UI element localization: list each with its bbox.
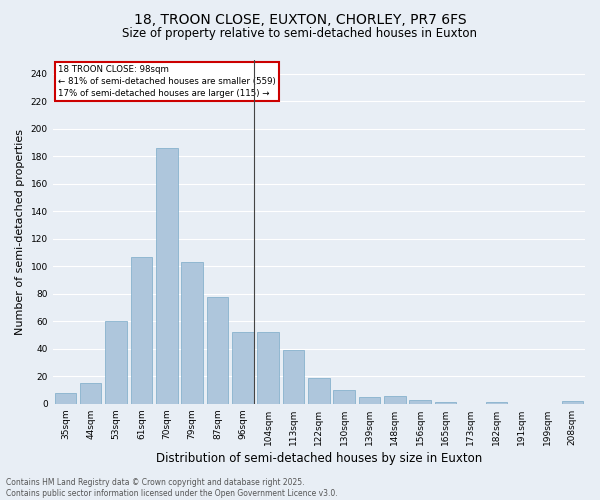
Text: Size of property relative to semi-detached houses in Euxton: Size of property relative to semi-detach… — [122, 28, 478, 40]
Bar — [156, 148, 178, 404]
Bar — [283, 350, 304, 404]
Bar — [55, 393, 76, 404]
Bar — [80, 383, 101, 404]
Bar — [485, 402, 507, 404]
Bar — [181, 262, 203, 404]
X-axis label: Distribution of semi-detached houses by size in Euxton: Distribution of semi-detached houses by … — [156, 452, 482, 465]
Bar — [384, 396, 406, 404]
Bar — [232, 332, 254, 404]
Text: 18, TROON CLOSE, EUXTON, CHORLEY, PR7 6FS: 18, TROON CLOSE, EUXTON, CHORLEY, PR7 6F… — [134, 12, 466, 26]
Bar — [562, 401, 583, 404]
Bar — [257, 332, 279, 404]
Text: 18 TROON CLOSE: 98sqm
← 81% of semi-detached houses are smaller (559)
17% of sem: 18 TROON CLOSE: 98sqm ← 81% of semi-deta… — [58, 65, 276, 98]
Bar — [105, 322, 127, 404]
Bar — [435, 402, 457, 404]
Bar — [131, 256, 152, 404]
Bar — [359, 397, 380, 404]
Bar — [334, 390, 355, 404]
Bar — [308, 378, 329, 404]
Y-axis label: Number of semi-detached properties: Number of semi-detached properties — [15, 129, 25, 335]
Bar — [409, 400, 431, 404]
Text: Contains HM Land Registry data © Crown copyright and database right 2025.
Contai: Contains HM Land Registry data © Crown c… — [6, 478, 338, 498]
Bar — [206, 296, 228, 404]
